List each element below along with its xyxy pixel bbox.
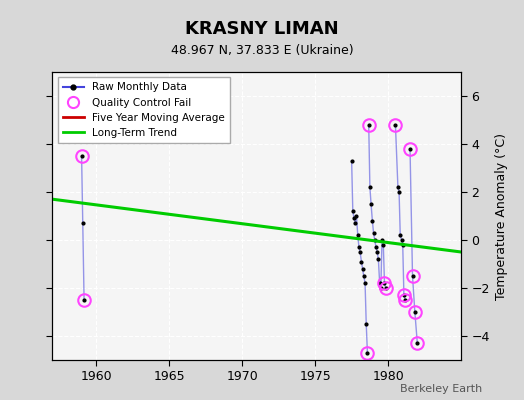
Y-axis label: Temperature Anomaly (°C): Temperature Anomaly (°C)	[496, 132, 508, 300]
Legend: Raw Monthly Data, Quality Control Fail, Five Year Moving Average, Long-Term Tren: Raw Monthly Data, Quality Control Fail, …	[58, 77, 230, 143]
Text: KRASNY LIMAN: KRASNY LIMAN	[185, 20, 339, 38]
Text: 48.967 N, 37.833 E (Ukraine): 48.967 N, 37.833 E (Ukraine)	[171, 44, 353, 57]
Text: Berkeley Earth: Berkeley Earth	[400, 384, 482, 394]
